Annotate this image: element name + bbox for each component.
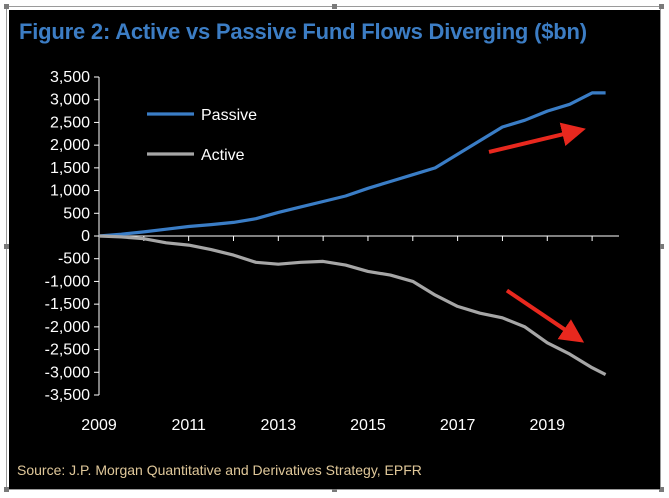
- resize-handle-bottom-center[interactable]: [332, 487, 337, 492]
- x-tick-label: 2011: [171, 417, 206, 434]
- chart-title: Figure 2: Active vs Passive Fund Flows D…: [19, 19, 587, 44]
- resize-handle-bottom-right[interactable]: [659, 487, 664, 492]
- active-down-arrow: [505, 288, 585, 343]
- y-tick-label: 1,500: [50, 160, 90, 177]
- y-tick-label: -3,000: [45, 364, 90, 381]
- x-tick-label: 2009: [81, 417, 117, 434]
- resize-handle-top-center[interactable]: [332, 4, 337, 9]
- y-tick-label: -1,500: [45, 296, 90, 313]
- y-tick-label: -1,000: [45, 273, 90, 290]
- chart-panel: Figure 2: Active vs Passive Fund Flows D…: [9, 10, 660, 489]
- y-tick-label: -2,500: [45, 342, 90, 359]
- y-tick-label: 3,000: [50, 92, 90, 109]
- legend-label-active: Active: [201, 147, 245, 164]
- resize-handle-top-right[interactable]: [659, 4, 664, 9]
- legend-label-passive: Passive: [201, 107, 257, 124]
- y-tick-label: 2,500: [50, 114, 90, 131]
- x-tick-label: 2013: [261, 417, 297, 434]
- y-tick-label: -500: [58, 251, 90, 268]
- source-note: Source: J.P. Morgan Quantitative and Der…: [17, 462, 422, 478]
- passive-up-arrow: [488, 122, 586, 154]
- resize-handle-middle-left[interactable]: [4, 244, 9, 249]
- y-tick-label: -2,000: [45, 319, 90, 336]
- y-tick-label: 1,000: [50, 183, 90, 200]
- x-tick-label: 2019: [529, 417, 565, 434]
- y-tick-label: -3,500: [45, 387, 90, 404]
- resize-handle-middle-right[interactable]: [659, 244, 664, 249]
- x-tick-label: 2015: [350, 417, 386, 434]
- series-line-passive: [98, 91, 606, 238]
- resize-handle-top-left[interactable]: [4, 4, 9, 9]
- y-tick-label: 2,000: [50, 137, 90, 154]
- y-tick-label: 0: [81, 228, 90, 245]
- x-tick-label: 2017: [440, 417, 476, 434]
- line-chart: 3,500 3,000 2,500 2,000 1,500 1,000 500 0 -500 -1…: [45, 69, 619, 434]
- series-line-active: [98, 234, 607, 377]
- y-tick-label: 3,500: [50, 69, 90, 86]
- resize-handle-bottom-left[interactable]: [4, 487, 9, 492]
- y-tick-label: 500: [63, 205, 90, 222]
